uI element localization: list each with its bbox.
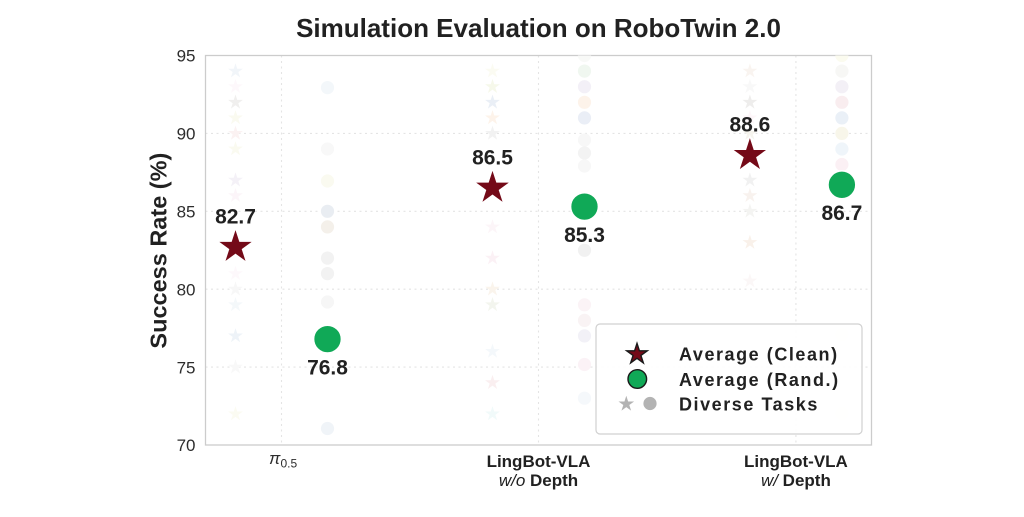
svg-text:Simulation Evaluation on RoboT: Simulation Evaluation on RoboTwin 2.0	[296, 13, 781, 43]
svg-text:85: 85	[177, 203, 196, 222]
svg-text:88.6: 88.6	[729, 114, 770, 137]
svg-text:85.3: 85.3	[564, 224, 605, 247]
svg-text:LingBot-VLA: LingBot-VLA	[744, 452, 848, 471]
svg-text:95: 95	[177, 47, 196, 66]
svg-text:w/ Depth: w/ Depth	[761, 471, 831, 490]
svg-text:Diverse Tasks: Diverse Tasks	[679, 394, 819, 414]
svg-text:90: 90	[177, 125, 196, 144]
svg-text:Average (Rand.): Average (Rand.)	[679, 370, 840, 390]
svg-text:75: 75	[177, 358, 196, 377]
svg-text:π: π	[269, 449, 281, 468]
svg-text:86.7: 86.7	[821, 202, 862, 225]
svg-text:82.7: 82.7	[215, 206, 256, 229]
svg-text:LingBot-VLA: LingBot-VLA	[487, 452, 591, 471]
svg-text:86.5: 86.5	[472, 146, 513, 169]
svg-text:80: 80	[177, 280, 196, 299]
svg-text:0.5: 0.5	[281, 457, 298, 471]
svg-text:w/o Depth: w/o Depth	[499, 471, 578, 490]
svg-text:76.8: 76.8	[307, 356, 348, 379]
svg-text:70: 70	[177, 436, 196, 455]
svg-text:Average (Clean): Average (Clean)	[679, 345, 839, 365]
svg-text:Success Rate (%): Success Rate (%)	[146, 153, 172, 349]
